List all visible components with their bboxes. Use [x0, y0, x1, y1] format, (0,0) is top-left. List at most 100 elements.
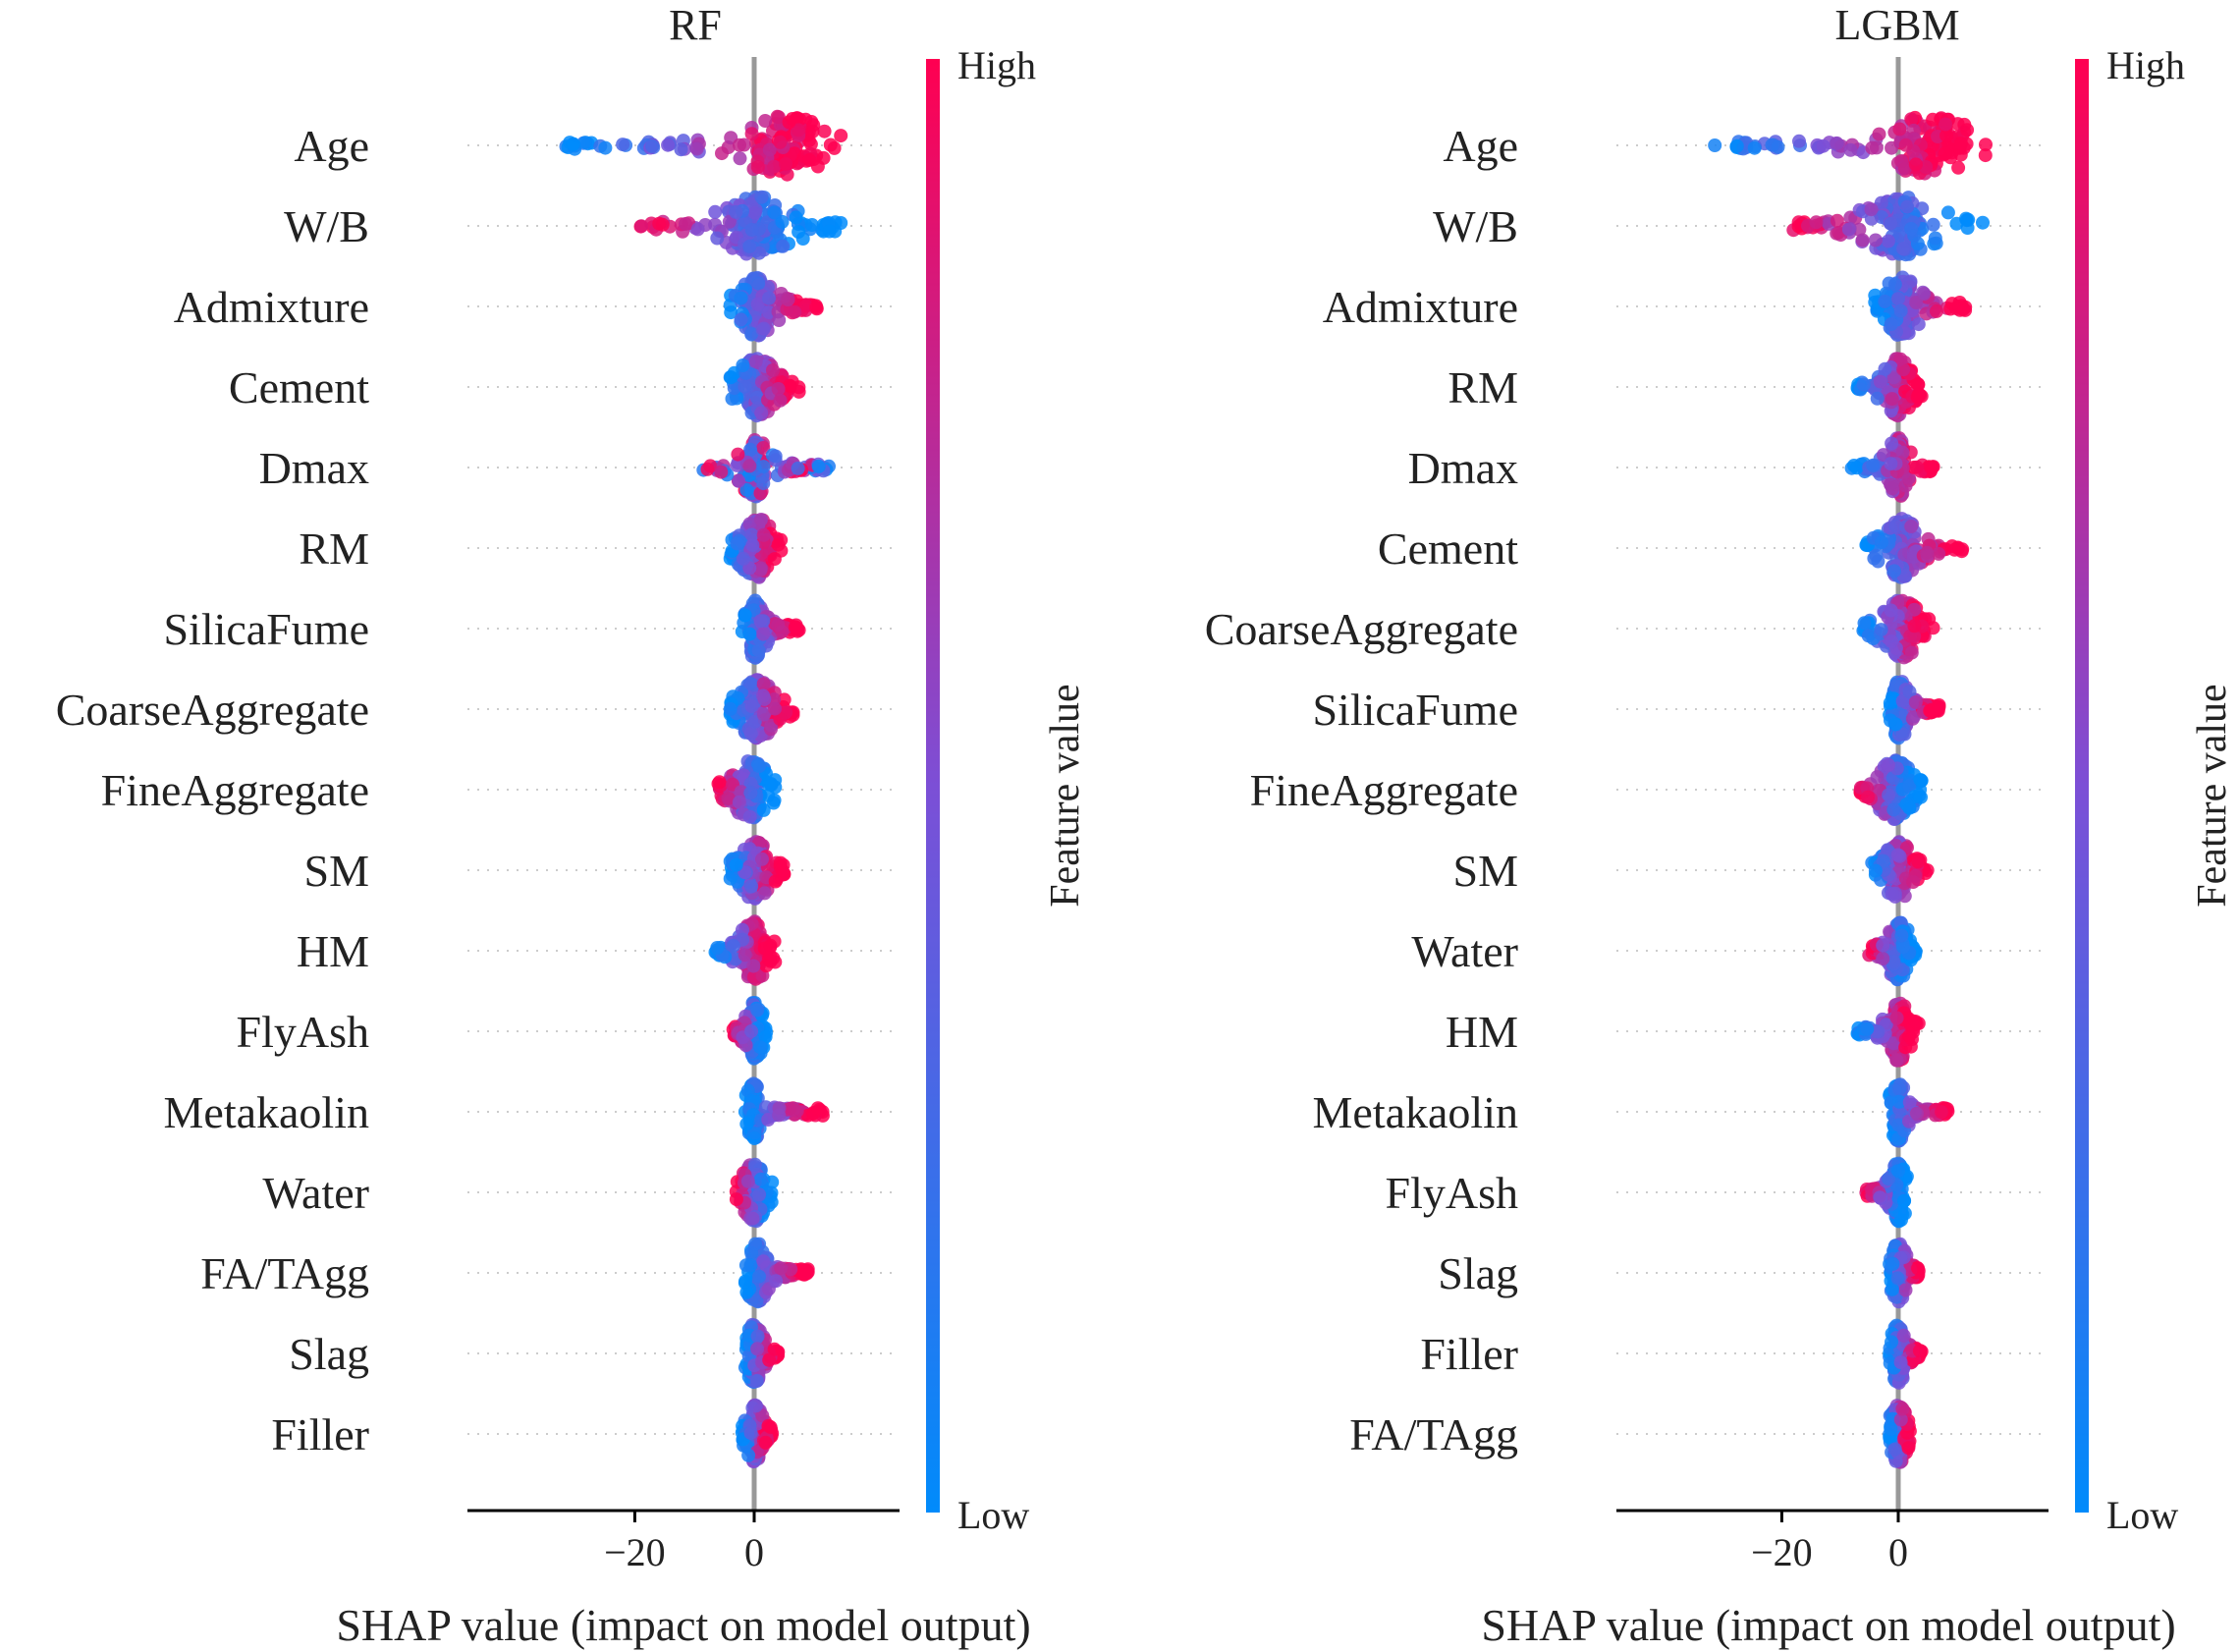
rf-shap-point: [789, 210, 803, 225]
rf-shap-point: [738, 1258, 753, 1273]
lgbm-shap-point: [1868, 863, 1883, 878]
rf-shap-point: [744, 527, 759, 542]
rf-shap-point: [792, 225, 806, 240]
lgbm-shap-point: [1911, 1261, 1926, 1276]
rf-shap-point: [754, 513, 768, 526]
lgbm-shap-point: [1856, 377, 1871, 392]
rf-shap-point: [725, 392, 739, 406]
lgbm-shap-point: [1932, 699, 1946, 714]
rf-shap-point: [791, 461, 805, 475]
rf-shap-point: [755, 852, 769, 866]
lgbm-shap-point: [1830, 213, 1844, 228]
lgbm-shap-point: [1896, 362, 1911, 377]
lgbm-shap-point: [1917, 287, 1932, 301]
rf-shap-point: [762, 291, 776, 305]
lgbm-shap-point: [1940, 205, 1955, 220]
rf-shap-point: [729, 857, 743, 872]
rf-shap-point: [738, 608, 752, 623]
rf-shap-point: [616, 138, 630, 152]
rf-shap-point: [758, 1029, 773, 1044]
rf-shap-point: [803, 137, 818, 151]
lgbm-shap-point: [1908, 695, 1923, 709]
rf-shap-point: [674, 142, 688, 157]
lgbm-shap-point: [1883, 695, 1897, 710]
rf-shap-point: [740, 1174, 755, 1188]
lgbm-points: [1708, 110, 1993, 1469]
lgbm-shap-point: [1886, 802, 1901, 817]
rf-shap-point: [756, 707, 771, 722]
rf-shap-point: [756, 476, 771, 491]
rf-grid: [467, 144, 900, 1435]
rf-shap-point: [756, 460, 771, 474]
rf-shap-point: [729, 204, 743, 219]
lgbm-shap-point: [1885, 140, 1899, 155]
lgbm-shap-point: [1958, 303, 1973, 317]
lgbm-shap-point: [1897, 1193, 1911, 1208]
rf-shap-point: [750, 160, 765, 174]
lgbm-shap-point: [1889, 1011, 1904, 1025]
lgbm-shap-point: [1904, 222, 1919, 236]
rf-feature-label: FlyAsh: [237, 1007, 369, 1057]
rf-shap-point: [809, 301, 824, 315]
rf-shap-point: [757, 886, 772, 901]
rf-shap-point: [751, 643, 766, 658]
rf-shap-point: [742, 517, 757, 531]
lgbm-shap-point: [1892, 122, 1907, 137]
lgbm-shap-point: [1926, 112, 1940, 127]
lgbm-shap-point: [1908, 157, 1923, 172]
rf-shap-point: [726, 939, 740, 954]
rf-shap-point: [723, 701, 738, 716]
rf-feature-label: FA/TAgg: [200, 1248, 369, 1298]
lgbm-shap-point: [1907, 619, 1922, 633]
lgbm-shap-point: [1909, 460, 1924, 474]
rf-shap-point: [738, 1274, 752, 1289]
lgbm-shap-point: [1870, 770, 1885, 785]
lgbm-shap-point: [1884, 457, 1898, 471]
lgbm-shap-point: [1913, 773, 1928, 787]
lgbm-shap-point: [1872, 127, 1886, 141]
lgbm-shap-point: [1878, 295, 1892, 308]
rf-shap-point: [795, 1265, 810, 1280]
lgbm-shap-point: [1891, 292, 1906, 306]
lgbm-shap-point: [1897, 1206, 1912, 1221]
lgbm-shap-point: [1924, 460, 1938, 474]
rf-feature-label: Age: [294, 121, 369, 171]
lgbm-shap-point: [1976, 215, 1990, 230]
lgbm-shap-point: [1907, 602, 1922, 617]
rf-shap-point: [789, 620, 803, 634]
rf-shap-point: [759, 959, 774, 973]
rf-feature-label: RM: [299, 523, 369, 574]
rf-colorbar-high-label: High: [957, 43, 1036, 87]
rf-title: RF: [669, 1, 722, 49]
rf-shap-point: [738, 379, 752, 394]
lgbm-shap-point: [1898, 138, 1913, 152]
lgbm-shap-point: [1944, 297, 1959, 311]
rf-x-axis-label: SHAP value (impact on model output): [336, 1600, 1030, 1650]
rf-shap-point: [598, 140, 613, 155]
rf-feature-label: Admixture: [174, 282, 369, 332]
lgbm-shap-point: [1843, 142, 1858, 157]
rf-shap-point: [732, 473, 746, 488]
rf-panel: RF AgeW/BAdmixtureCementDmaxRMSilicaFume…: [56, 1, 1088, 1650]
rf-shap-point: [748, 1157, 762, 1172]
rf-shap-point: [773, 712, 788, 726]
lgbm-shap-point: [1934, 1105, 1948, 1120]
rf-shap-point: [738, 948, 752, 963]
rf-shap-point: [752, 246, 766, 260]
lgbm-shap-point: [1876, 952, 1890, 966]
rf-shap-point: [758, 114, 773, 128]
rf-feature-label: CoarseAggregate: [56, 685, 369, 735]
rf-shap-point: [750, 1003, 765, 1018]
rf-shap-point: [748, 1237, 763, 1251]
rf-shap-point: [742, 676, 757, 690]
rf-shap-point: [742, 627, 757, 641]
rf-shap-point: [723, 871, 738, 886]
rf-shap-point: [768, 874, 783, 889]
lgbm-shap-point: [1932, 546, 1946, 561]
lgbm-shap-point: [1887, 564, 1901, 578]
rf-colorbar: [926, 59, 940, 1513]
rf-shap-point: [757, 941, 772, 956]
rf-shap-point: [744, 879, 759, 894]
lgbm-shap-point: [1900, 199, 1915, 214]
rf-shap-point: [762, 142, 777, 157]
